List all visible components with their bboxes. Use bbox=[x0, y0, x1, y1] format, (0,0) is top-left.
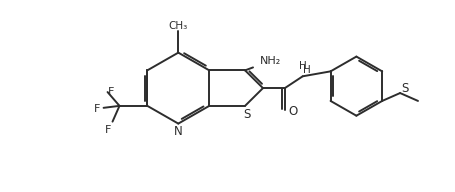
Text: CH₃: CH₃ bbox=[169, 21, 188, 31]
Text: F: F bbox=[108, 87, 115, 97]
Text: S: S bbox=[243, 108, 251, 121]
Text: NH₂: NH₂ bbox=[260, 55, 282, 65]
Text: F: F bbox=[106, 124, 112, 135]
Text: F: F bbox=[93, 104, 100, 114]
Text: O: O bbox=[288, 105, 298, 118]
Text: H: H bbox=[303, 65, 311, 75]
Text: N: N bbox=[174, 125, 182, 138]
Text: S: S bbox=[401, 82, 409, 95]
Text: H: H bbox=[299, 61, 307, 71]
